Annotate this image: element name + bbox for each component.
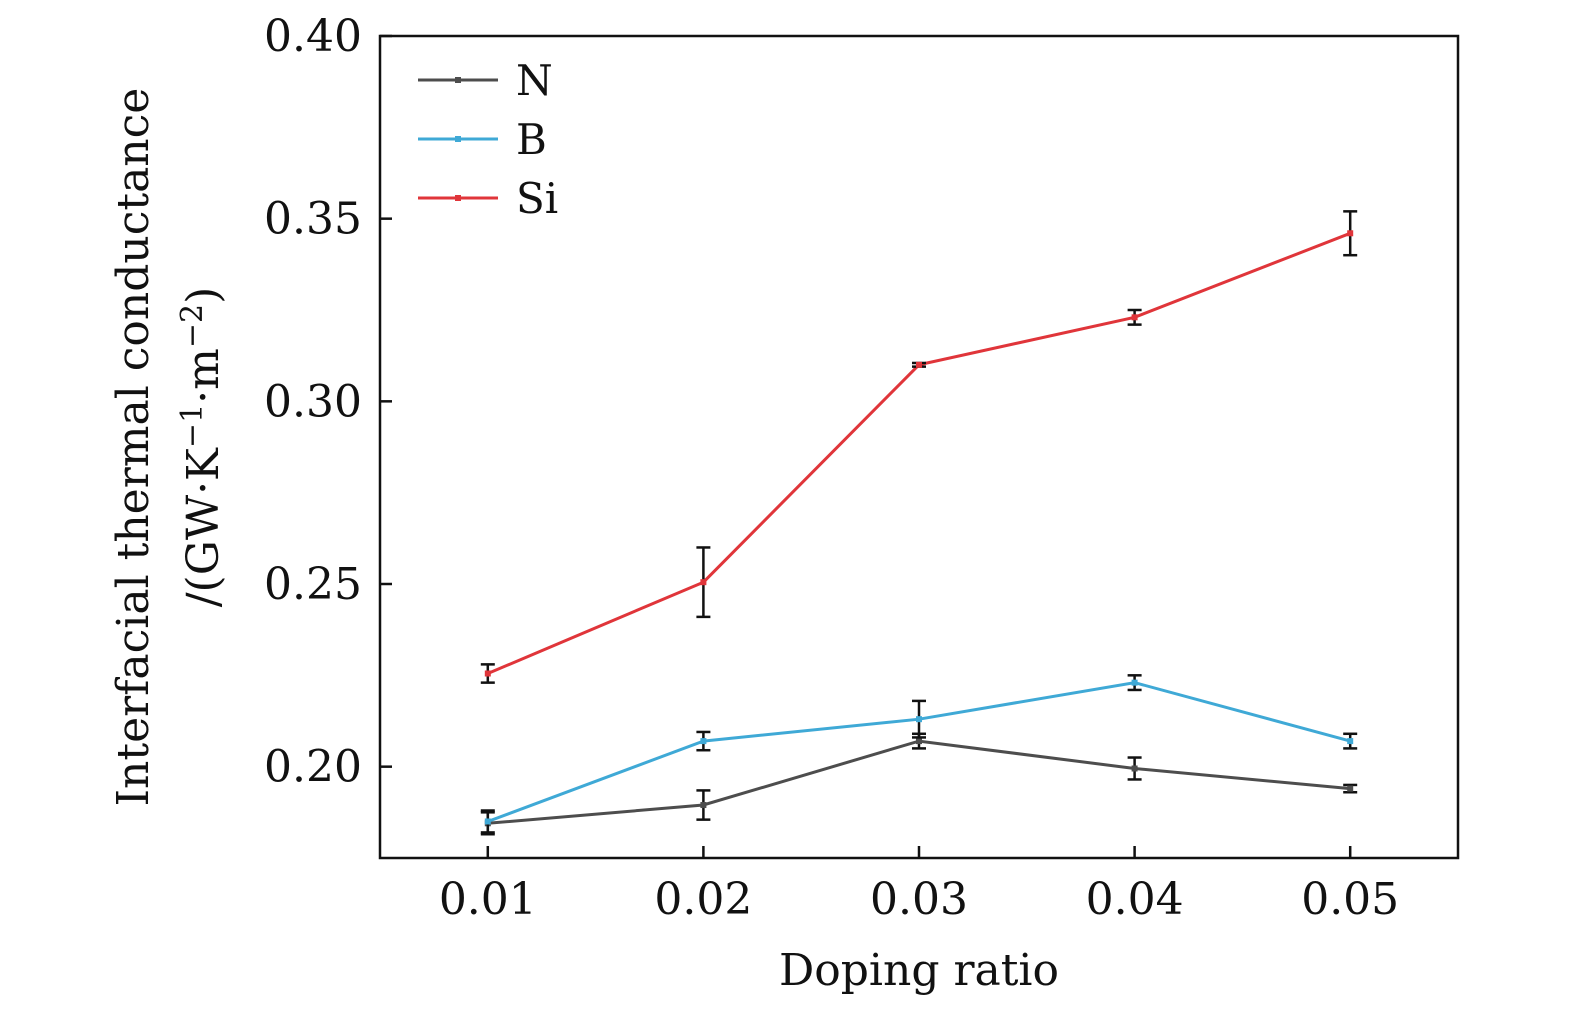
legend: NB Si <box>418 56 558 223</box>
data-point <box>700 738 707 745</box>
legend-item-b: B <box>418 115 547 164</box>
legend-label: N <box>516 56 553 105</box>
data-point <box>1347 738 1354 745</box>
legend-label: Si <box>516 174 558 223</box>
data-point <box>700 802 707 809</box>
series-n <box>480 732 1358 836</box>
data-point <box>484 670 491 677</box>
y-axis-unit-mid: ·m <box>178 348 229 404</box>
y-tick-label: 0.25 <box>264 559 362 610</box>
data-point <box>1131 679 1138 686</box>
legend-label: B <box>516 115 547 164</box>
y-tick-label: 0.20 <box>264 742 362 793</box>
legend-marker <box>455 195 461 201</box>
data-point <box>1347 785 1354 792</box>
x-tick-label: 0.01 <box>439 874 537 925</box>
legend-marker <box>455 77 461 83</box>
y-tick-label: 0.30 <box>264 376 362 427</box>
y-axis: 0.20 0.25 0.30 0.35 0.40 <box>264 11 392 793</box>
x-tick-label: 0.05 <box>1301 874 1399 925</box>
x-tick-label: 0.04 <box>1086 874 1184 925</box>
legend-item-si: Si <box>418 174 558 223</box>
y-axis-label-line2: /(GW·K−1·m−2) <box>175 287 229 608</box>
data-point <box>1347 230 1354 237</box>
data-point <box>916 361 922 368</box>
x-axis: 0.01 0.02 0.03 0.04 0.05 <box>439 846 1399 925</box>
data-point <box>916 738 922 745</box>
series-line-n <box>487 739 1351 825</box>
y-axis-unit-sup2: −2 <box>175 304 210 348</box>
x-tick-label: 0.02 <box>654 874 752 925</box>
legend-marker <box>455 136 461 142</box>
data-point <box>1131 314 1138 321</box>
series-layer <box>480 210 1358 836</box>
x-tick-label: 0.03 <box>870 874 968 925</box>
legend-item-n: N <box>418 56 553 105</box>
data-point <box>916 716 922 723</box>
data-point <box>700 579 707 586</box>
y-tick-label: 0.35 <box>264 194 362 245</box>
y-axis-unit-sup1: −1 <box>175 404 210 448</box>
y-tick-label: 0.40 <box>264 11 362 62</box>
y-axis-unit-suffix: ) <box>178 287 229 304</box>
y-axis-label-line1: Interfacial thermal conductance <box>108 88 159 807</box>
data-point <box>1131 765 1138 772</box>
x-axis-label: Doping ratio <box>779 945 1059 996</box>
series-b <box>480 674 1358 834</box>
y-axis-unit-prefix: /(GW·K <box>178 447 229 607</box>
data-point <box>484 818 491 825</box>
series-si <box>480 210 1358 684</box>
series-line-si <box>487 231 1351 675</box>
